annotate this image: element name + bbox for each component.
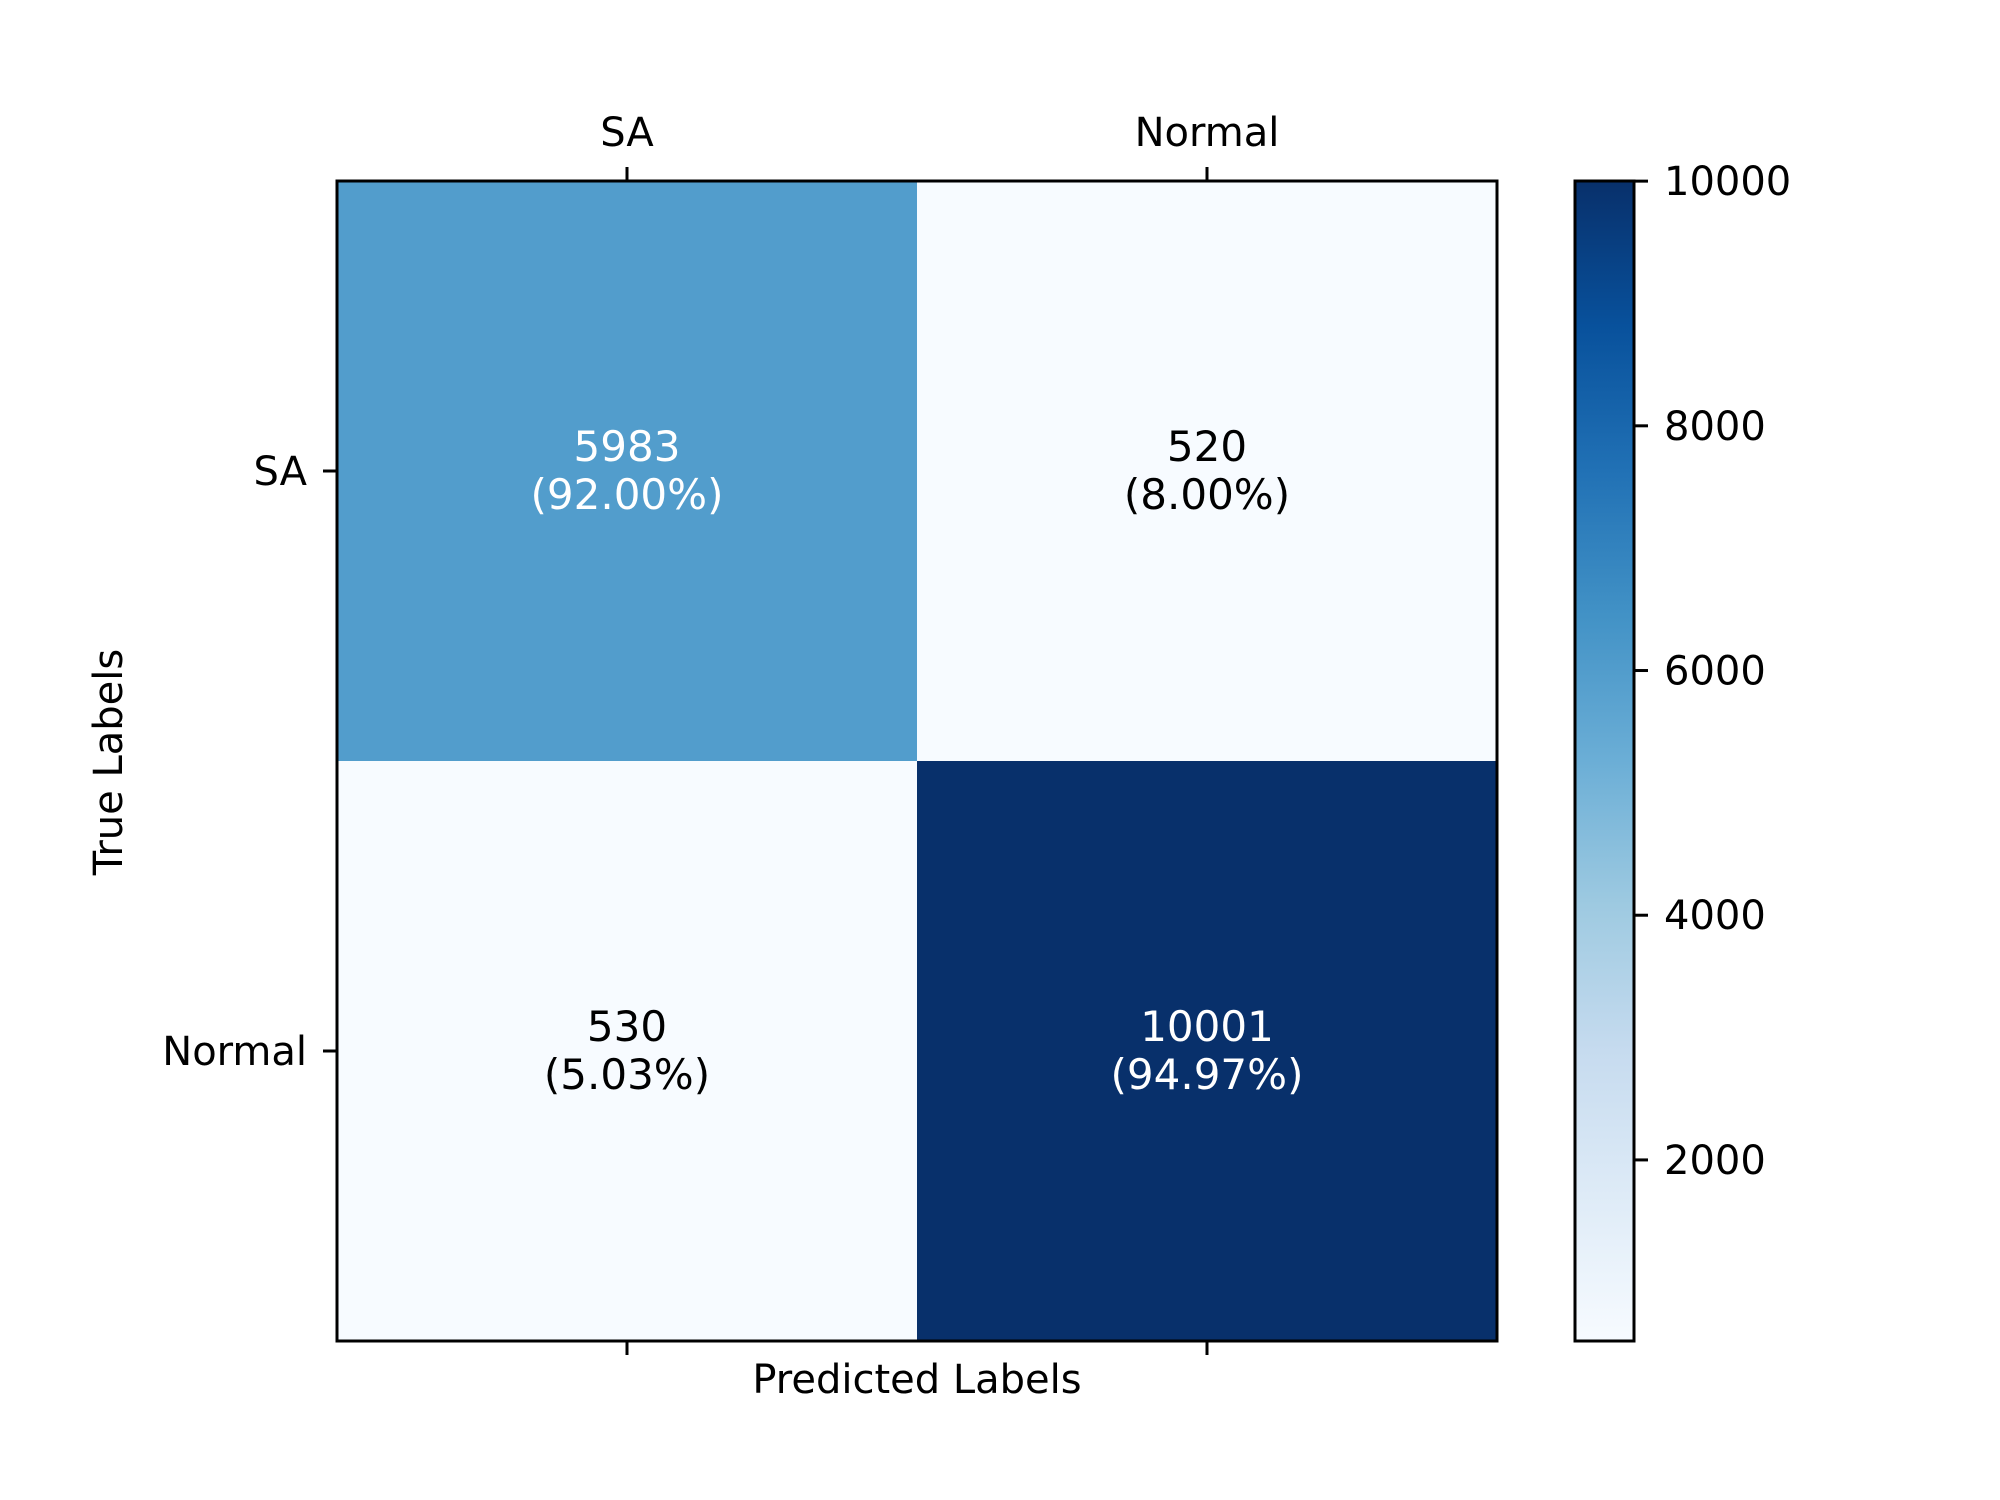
plot-frame [335,179,1499,1343]
colorbar-tick-label: 8000 [1664,404,1766,450]
y-axis-ticks: SA Normal [162,449,337,1075]
colorbar-frame [1573,179,1636,1343]
y-axis-label: True Labels [86,649,132,876]
cell-count-0-1: 520 [1167,422,1247,471]
heatmap-cell-1-0 [337,761,918,1342]
x-tick-label: Normal [1135,110,1280,156]
x-axis-ticks: SA Normal [600,110,1279,1355]
colorbar-tick-label: 6000 [1664,649,1766,695]
cell-count-0-0: 5983 [574,422,681,471]
colorbar-tick-label: 10000 [1664,159,1791,205]
x-axis-label: Predicted Labels [752,1357,1081,1403]
cell-percent-0-1: (8.00%) [1124,470,1290,519]
heatmap-cell-1-1 [917,761,1498,1342]
cell-count-1-0: 530 [587,1002,667,1051]
cell-labels: 5983(92.00%) 520(8.00%) 530(5.03%) 10001(94… [531,422,1304,1099]
colorbar-tick-label: 4000 [1664,893,1766,939]
colorbar-tick-label: 2000 [1664,1138,1766,1184]
heatmap-cell-0-1 [917,181,1498,762]
colorbar: 2000 4000 6000 8000 10000 [1573,159,1791,1343]
cell-percent-1-1: (94.97%) [1111,1050,1304,1099]
cell-percent-1-0: (5.03%) [544,1050,710,1099]
cell-percent-0-0: (92.00%) [531,470,724,519]
x-tick-label: SA [600,110,654,156]
heatmap-cell-0-0 [337,181,918,762]
y-tick-label: Normal [162,1029,307,1075]
colorbar-gradient [1575,181,1634,1341]
cell-count-1-1: 10001 [1140,1002,1274,1051]
colorbar-ticks: 2000 4000 6000 8000 10000 [1634,159,1791,1184]
y-tick-label: SA [254,449,308,495]
heatmap-cells [337,181,1498,1342]
